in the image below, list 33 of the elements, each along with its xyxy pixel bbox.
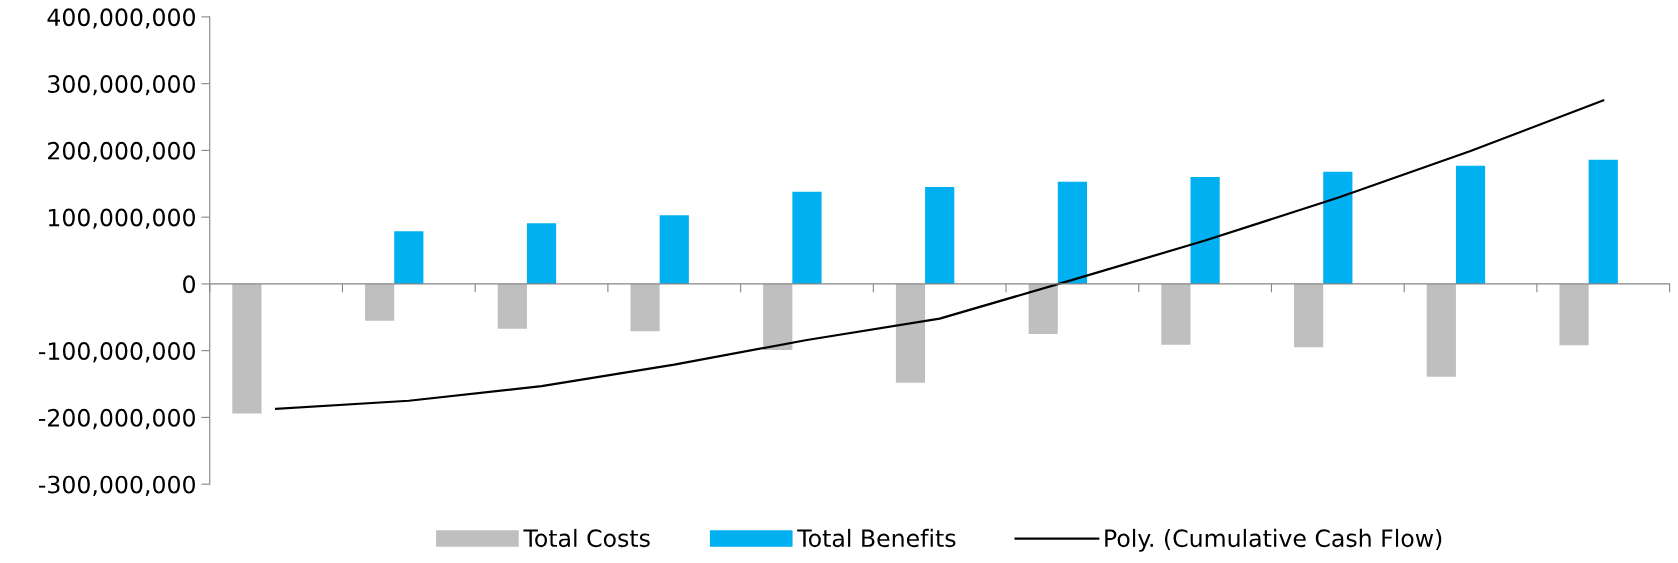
y-tick-label: -200,000,000 [38, 408, 195, 430]
legend-label: Total Benefits [797, 528, 956, 548]
bar [497, 283, 527, 329]
bar [1426, 283, 1456, 377]
bar [763, 283, 793, 350]
bar [1455, 165, 1486, 284]
bar [1161, 283, 1191, 345]
bar [1559, 283, 1589, 346]
y-tick-label: 300,000,000 [48, 75, 195, 96]
legend-label: Total Costs [523, 528, 650, 548]
bar [1588, 159, 1618, 284]
bar [1323, 171, 1353, 284]
bar [1028, 283, 1058, 334]
y-tick-label: -100,000,000 [38, 342, 195, 363]
bar [394, 231, 424, 284]
bar [232, 283, 262, 414]
line-series [275, 99, 1605, 410]
bar [365, 283, 395, 321]
y-tick-label: 0 [183, 275, 195, 294]
legend-label: Poly. (Cumulative Cash Flow) [1105, 528, 1442, 552]
bar [925, 187, 955, 284]
bar [1190, 177, 1220, 284]
y-tick-label: -300,000,000 [38, 475, 195, 496]
y-tick-label: 100,000,000 [48, 208, 195, 229]
bar [1294, 283, 1324, 348]
y-tick-label: 200,000,000 [48, 141, 195, 163]
bar [1057, 181, 1087, 284]
bar [895, 283, 926, 383]
y-tick-label: 400,000,000 [47, 8, 195, 29]
bar [659, 215, 689, 284]
bar [630, 283, 660, 332]
bar [526, 223, 557, 284]
bar [792, 191, 822, 284]
